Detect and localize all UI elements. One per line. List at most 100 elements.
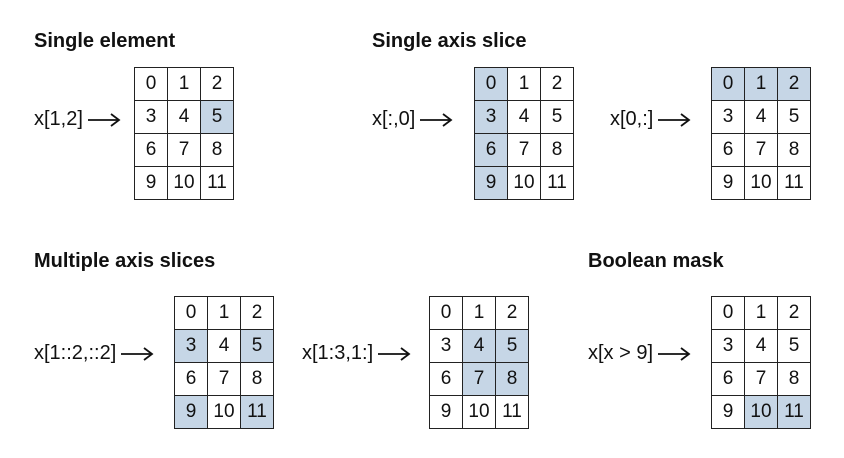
grid-cell: 1 — [208, 297, 241, 330]
expression-text: x[:,0] — [372, 108, 416, 130]
grid-cell: 10 — [208, 396, 241, 429]
grid-cell: 5 — [201, 101, 234, 134]
grid-cell: 8 — [241, 363, 274, 396]
expression-label: x[1:3,1:] — [302, 342, 411, 365]
grid-cell: 1 — [745, 68, 778, 101]
grid-cell: 10 — [168, 167, 201, 200]
expression-label: x[1,2] — [34, 108, 121, 131]
grid-cell: 2 — [241, 297, 274, 330]
grid-cell: 4 — [745, 101, 778, 134]
grid-cell: 10 — [745, 167, 778, 200]
grid-cell: 1 — [463, 297, 496, 330]
grid-cell: 11 — [541, 167, 574, 200]
grid-cell: 6 — [712, 363, 745, 396]
expression-text: x[1,2] — [34, 108, 83, 130]
grid-cell: 7 — [463, 363, 496, 396]
grid-cell: 3 — [135, 101, 168, 134]
grid-cell: 2 — [201, 68, 234, 101]
grid-cell: 8 — [496, 363, 529, 396]
expression-text: x[1:3,1:] — [302, 342, 374, 364]
index-grid: 0 1 2 3 4 5 6 7 8 9 10 11 — [711, 67, 811, 200]
heading-single-element: Single element — [34, 30, 176, 52]
grid-cell: 9 — [175, 396, 208, 429]
grid-cell: 4 — [463, 330, 496, 363]
grid-cell: 5 — [778, 101, 811, 134]
grid-cell: 5 — [496, 330, 529, 363]
grid-cell: 11 — [201, 167, 234, 200]
grid-cell: 1 — [168, 68, 201, 101]
right-arrow-icon — [658, 112, 691, 127]
grid-cell: 4 — [745, 330, 778, 363]
grid-cell: 7 — [745, 363, 778, 396]
grid-cell: 2 — [778, 68, 811, 101]
right-arrow-icon — [87, 112, 121, 127]
grid-cell: 3 — [430, 330, 463, 363]
expression-label: x[:,0] — [372, 108, 453, 131]
grid-cell: 0 — [712, 297, 745, 330]
grid-cell: 1 — [745, 297, 778, 330]
right-arrow-icon — [658, 346, 691, 361]
grid-cell: 10 — [508, 167, 541, 200]
grid-cell: 6 — [175, 363, 208, 396]
grid-cell: 3 — [475, 101, 508, 134]
grid-cell: 7 — [208, 363, 241, 396]
grid-cell: 10 — [463, 396, 496, 429]
grid-cell: 9 — [712, 396, 745, 429]
grid-cell: 3 — [712, 101, 745, 134]
expression-label: x[0,:] — [610, 108, 691, 131]
grid-cell: 7 — [745, 134, 778, 167]
grid-cell: 8 — [541, 134, 574, 167]
expression-text: x[0,:] — [610, 108, 654, 130]
grid-cell: 10 — [745, 396, 778, 429]
grid-cell: 9 — [135, 167, 168, 200]
grid-cell: 8 — [201, 134, 234, 167]
grid-cell: 9 — [475, 167, 508, 200]
grid-cell: 7 — [168, 134, 201, 167]
index-grid: 0 1 2 3 4 5 6 7 8 9 10 11 — [711, 296, 811, 429]
grid-cell: 11 — [778, 167, 811, 200]
grid-cell: 11 — [778, 396, 811, 429]
grid-cell: 8 — [778, 363, 811, 396]
grid-cell: 7 — [508, 134, 541, 167]
index-grid: 0 1 2 3 4 5 6 7 8 9 10 11 — [429, 296, 529, 429]
grid-cell: 4 — [508, 101, 541, 134]
index-grid: 0 1 2 3 4 5 6 7 8 9 10 11 — [134, 67, 234, 200]
grid-cell: 1 — [508, 68, 541, 101]
heading-single-axis-slice: Single axis slice — [372, 30, 527, 52]
grid-cell: 0 — [430, 297, 463, 330]
grid-cell: 4 — [168, 101, 201, 134]
grid-cell: 2 — [778, 297, 811, 330]
grid-cell: 2 — [541, 68, 574, 101]
right-arrow-icon — [420, 112, 453, 127]
expression-label: x[1::2,::2] — [34, 342, 154, 365]
grid-cell: 4 — [208, 330, 241, 363]
grid-cell: 0 — [475, 68, 508, 101]
grid-cell: 6 — [712, 134, 745, 167]
grid-cell: 2 — [496, 297, 529, 330]
right-arrow-icon — [378, 346, 411, 361]
grid-cell: 11 — [241, 396, 274, 429]
grid-cell: 5 — [778, 330, 811, 363]
expression-label: x[x > 9] — [588, 342, 691, 365]
right-arrow-icon — [121, 346, 154, 361]
grid-cell: 8 — [778, 134, 811, 167]
grid-cell: 0 — [175, 297, 208, 330]
grid-cell: 0 — [135, 68, 168, 101]
index-grid: 0 1 2 3 4 5 6 7 8 9 10 11 — [174, 296, 274, 429]
grid-cell: 6 — [135, 134, 168, 167]
grid-cell: 11 — [496, 396, 529, 429]
grid-cell: 9 — [430, 396, 463, 429]
expression-text: x[x > 9] — [588, 342, 654, 364]
heading-boolean-mask: Boolean mask — [588, 250, 724, 272]
grid-cell: 5 — [241, 330, 274, 363]
grid-cell: 6 — [430, 363, 463, 396]
heading-multiple-axis-slices: Multiple axis slices — [34, 250, 216, 272]
grid-cell: 0 — [712, 68, 745, 101]
grid-cell: 5 — [541, 101, 574, 134]
index-grid: 0 1 2 3 4 5 6 7 8 9 10 11 — [474, 67, 574, 200]
grid-cell: 3 — [175, 330, 208, 363]
grid-cell: 3 — [712, 330, 745, 363]
expression-text: x[1::2,::2] — [34, 342, 117, 364]
grid-cell: 9 — [712, 167, 745, 200]
grid-cell: 6 — [475, 134, 508, 167]
